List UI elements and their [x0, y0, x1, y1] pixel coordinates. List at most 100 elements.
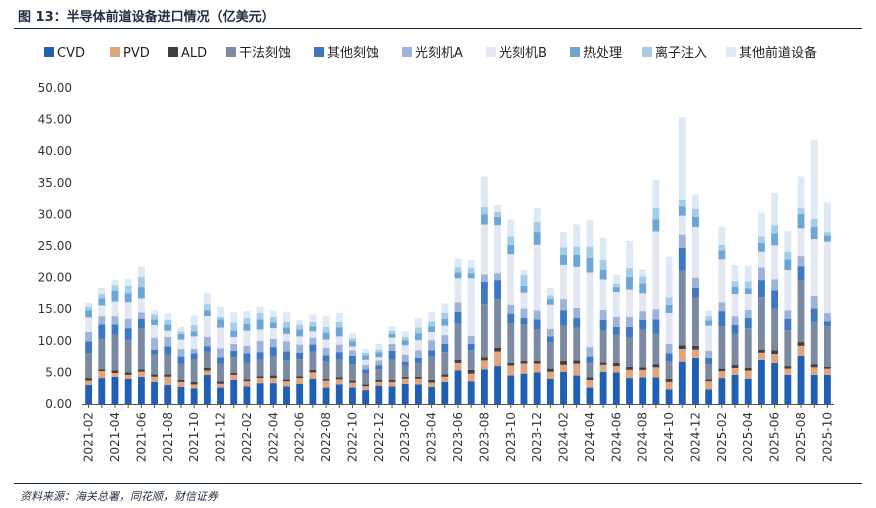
bar-segment [480, 214, 488, 225]
bar-segment [586, 258, 594, 273]
bar-segment [441, 374, 449, 377]
bar-segment [744, 370, 752, 379]
bar-segment [480, 369, 488, 404]
bar-segment [507, 365, 515, 376]
bar-segment [414, 318, 422, 328]
bar-segment [454, 258, 462, 268]
bar-segment [414, 376, 422, 379]
bar-segment [401, 354, 409, 362]
bar-segment [718, 259, 726, 303]
bar-stack [560, 232, 567, 404]
bar-stack [665, 256, 673, 404]
bar-segment [494, 211, 502, 217]
bar-segment [797, 266, 805, 281]
bar-segment [586, 362, 594, 378]
bar-segment [217, 316, 224, 320]
legend-item: 光刻机B [486, 46, 547, 61]
bar-segment [784, 230, 792, 252]
y-tick-label: 25.00 [38, 239, 72, 253]
x-tick-label: 2025-02 [715, 412, 729, 462]
bar-segment [283, 351, 290, 361]
bar-segment [639, 377, 647, 404]
bar-segment [428, 350, 436, 357]
bar-segment [388, 350, 396, 360]
bar-segment [678, 234, 686, 248]
bar-stack [678, 117, 686, 404]
bar-segment [823, 374, 831, 404]
bar-segment [256, 319, 264, 330]
bar-segment [454, 370, 462, 404]
bar-segment [111, 285, 119, 291]
bar-segment [256, 383, 264, 404]
x-tick-label: 2022-12 [372, 412, 386, 462]
bar-segment [283, 381, 290, 387]
bar-segment [269, 310, 277, 317]
bar-segment [111, 290, 119, 302]
bar-segment [652, 333, 660, 365]
bar-segment [731, 374, 739, 404]
bar-segment [467, 373, 475, 382]
bar-segment [111, 370, 119, 374]
bar-segment [137, 371, 145, 377]
bar-segment [375, 357, 383, 361]
bar-segment [230, 330, 238, 338]
legend-label: CVD [57, 46, 85, 61]
bar-segment [190, 353, 198, 360]
x-tick-label: 2024-12 [688, 412, 702, 462]
legend-swatch [44, 47, 54, 57]
bar-segment [533, 310, 541, 320]
bar-segment [283, 327, 290, 334]
bar-stack [190, 315, 198, 404]
bar-segment [177, 349, 185, 357]
bar-segment [494, 216, 502, 226]
bar-segment [797, 280, 805, 343]
bar-segment [441, 303, 449, 313]
source-note: 资料来源：海关总署，同花顺，财信证券 [20, 490, 218, 503]
bar-segment [467, 335, 475, 344]
bar-segment [283, 341, 290, 352]
bar-segment [744, 367, 752, 371]
bar-segment [705, 310, 713, 317]
bar-segment [771, 245, 779, 280]
bar-segment [401, 378, 409, 384]
bar-segment [507, 313, 515, 324]
bar-segment [362, 349, 370, 353]
bar-segment [203, 316, 211, 338]
bar-segment [243, 318, 251, 324]
bar-segment [414, 362, 422, 377]
bar-segment [283, 333, 290, 342]
bar-segment [375, 365, 383, 370]
x-tick-label: 2025-10 [820, 412, 834, 462]
bar-segment [494, 366, 502, 404]
bar-segment [823, 366, 831, 369]
bar-segment [718, 368, 726, 372]
bar-segment [203, 337, 211, 347]
bar-segment [626, 240, 633, 269]
bar-segment [797, 345, 805, 356]
bar-stack [428, 312, 436, 404]
bar-segment [230, 357, 238, 374]
bar-segment [758, 349, 765, 353]
bar-segment [124, 318, 132, 329]
bar-segment [335, 377, 343, 380]
bar-segment [164, 324, 172, 331]
bar-segment [665, 304, 673, 313]
bar-segment [217, 348, 224, 358]
bar-segment [520, 373, 528, 404]
bar-stack [797, 176, 805, 404]
bar-stack [137, 266, 145, 404]
bar-segment [296, 329, 304, 337]
bar-segment [520, 361, 528, 364]
y-tick-label: 0.00 [45, 397, 72, 411]
bar-segment [758, 212, 765, 237]
bar-segment [665, 361, 673, 379]
bar-segment [507, 375, 515, 404]
bar-segment [243, 323, 251, 331]
bar-segment [533, 372, 541, 404]
bar-segment [322, 316, 330, 327]
bar-segment [612, 366, 620, 373]
bar-segment [230, 350, 238, 358]
bar-segment [137, 276, 145, 288]
bar-segment [269, 328, 277, 339]
bar-segment [441, 352, 449, 375]
